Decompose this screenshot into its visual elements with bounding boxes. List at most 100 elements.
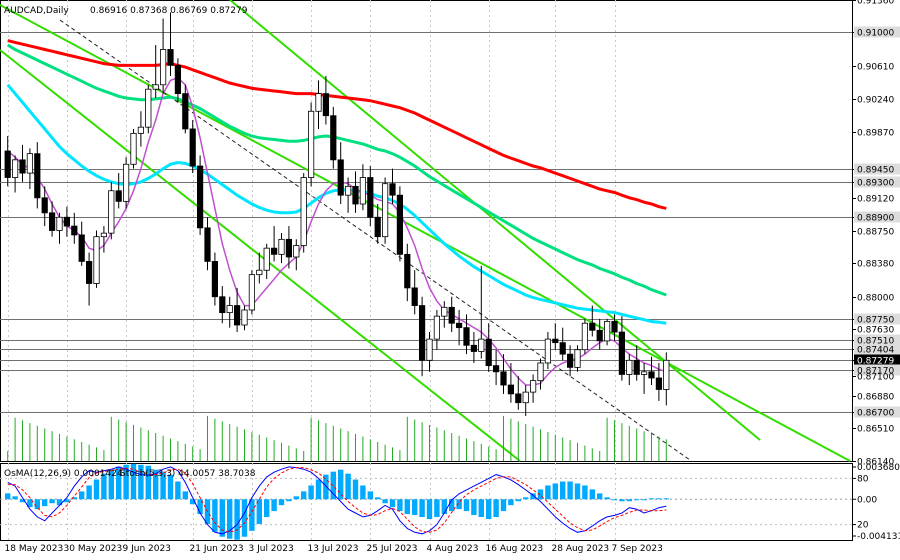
- candle-body: [418, 305, 426, 361]
- osma-bar: [530, 493, 536, 500]
- osma-bar: [101, 473, 107, 500]
- price-tick-label: 0.88380: [857, 260, 894, 270]
- osc-tick-label: 0.00: [857, 495, 877, 505]
- candle-body: [359, 177, 367, 205]
- candle-body: [196, 165, 204, 229]
- candle-body: [344, 185, 352, 196]
- osma-bar: [323, 474, 329, 500]
- osma-bar: [634, 499, 640, 501]
- osma-bar: [116, 466, 122, 500]
- osma-bar: [619, 499, 625, 502]
- main-price-pane: 0.91360 0.91000 0.90610 0.90240 0.89870 0.894…: [0, 0, 900, 468]
- osma-bar: [190, 499, 196, 505]
- osma-bar: [449, 499, 455, 512]
- candle-body: [315, 93, 322, 112]
- candle-body: [367, 177, 374, 218]
- candle-body: [219, 296, 226, 314]
- candle-body: [463, 327, 470, 346]
- osma-bar: [212, 499, 218, 532]
- osma-bar: [241, 499, 248, 537]
- osma-bar: [93, 479, 100, 500]
- osma-bar: [478, 499, 484, 518]
- candle-body: [500, 371, 507, 386]
- osma-bar: [34, 499, 40, 510]
- candle-body: [159, 49, 167, 86]
- candle-body: [455, 322, 463, 329]
- osma-bar: [130, 463, 137, 500]
- ema-200-line: [7, 39, 667, 210]
- candle-body: [618, 331, 626, 375]
- level-badge: [854, 364, 900, 376]
- osma-bar: [352, 479, 359, 500]
- price-tick-label: 0.89450: [857, 166, 894, 176]
- candle-body: [433, 315, 441, 340]
- osma-bar: [515, 499, 521, 502]
- osma-bar: [227, 499, 233, 539]
- candle-body: [78, 234, 85, 262]
- candle-body: [544, 338, 552, 364]
- candle-body: [307, 110, 315, 178]
- osma-bar: [611, 499, 618, 501]
- candle-body: [567, 353, 574, 368]
- osma-bar: [486, 499, 492, 519]
- candle-body: [492, 365, 500, 373]
- osma-bar: [441, 499, 447, 515]
- level-badge: [854, 176, 900, 188]
- ohlc-readout: 0.86916 0.87368 0.86769 0.87279: [90, 6, 248, 16]
- price-tick-label: 0.87630: [857, 326, 894, 336]
- price-tick-label: 0.87510: [857, 337, 894, 347]
- price-tick-label: 0.91000: [857, 29, 894, 39]
- candle-body: [478, 338, 485, 352]
- level-badge: [854, 163, 900, 175]
- osma-bar: [278, 499, 285, 506]
- candle-body: [441, 306, 448, 317]
- price-tick-label: 0.87404: [857, 346, 894, 356]
- price-tick-label: 0.87750: [857, 316, 894, 326]
- price-tick-label: 0.88000: [857, 294, 894, 304]
- osma-bar: [545, 485, 551, 500]
- price-tick-label: 0.86140: [857, 458, 894, 468]
- osma-bar: [5, 493, 11, 500]
- osma-readout: OsMA(12,26,9) 0.0001424: [4, 469, 123, 479]
- osma-bar: [404, 499, 410, 515]
- osma-bar: [86, 485, 92, 500]
- level-badge: [854, 334, 900, 346]
- osma-bar: [389, 499, 396, 508]
- stoch-signal-line: [7, 467, 667, 533]
- candle-body: [411, 287, 418, 306]
- candle-body: [189, 128, 196, 167]
- price-tick-label: 0.89120: [857, 195, 894, 205]
- candle-body: [152, 84, 159, 90]
- candle-body: [123, 163, 130, 202]
- osma-bar: [560, 481, 566, 500]
- candle-body: [633, 359, 640, 375]
- candle-body: [26, 153, 34, 174]
- candle-body: [34, 153, 41, 199]
- osma-bar: [508, 499, 514, 506]
- price-tick-label: 0.86510: [857, 425, 894, 435]
- candle-body: [389, 183, 396, 196]
- candle-body: [293, 245, 300, 258]
- osma-bar: [597, 493, 603, 500]
- candle-body: [263, 247, 270, 271]
- osma-bar: [648, 498, 655, 500]
- osma-bar: [49, 499, 55, 504]
- x-tick-label: 25 Jul 2023: [367, 544, 418, 554]
- candle-body: [559, 342, 566, 355]
- x-tick-label: 21 Jun 2023: [190, 544, 244, 554]
- candle-body: [596, 329, 603, 342]
- candle-body: [337, 159, 344, 196]
- candle-body: [530, 380, 537, 393]
- candle-body: [448, 306, 455, 324]
- osma-bar: [197, 499, 203, 515]
- candle-body: [19, 159, 26, 174]
- x-tick-label: 3 Jul 2023: [249, 544, 294, 554]
- osma-bar: [79, 491, 85, 500]
- osma-bar: [626, 499, 632, 502]
- osc-tick-label: -0.004131: [857, 532, 900, 542]
- osma-bar: [27, 499, 33, 508]
- price-tick-label: 0.90240: [857, 96, 894, 106]
